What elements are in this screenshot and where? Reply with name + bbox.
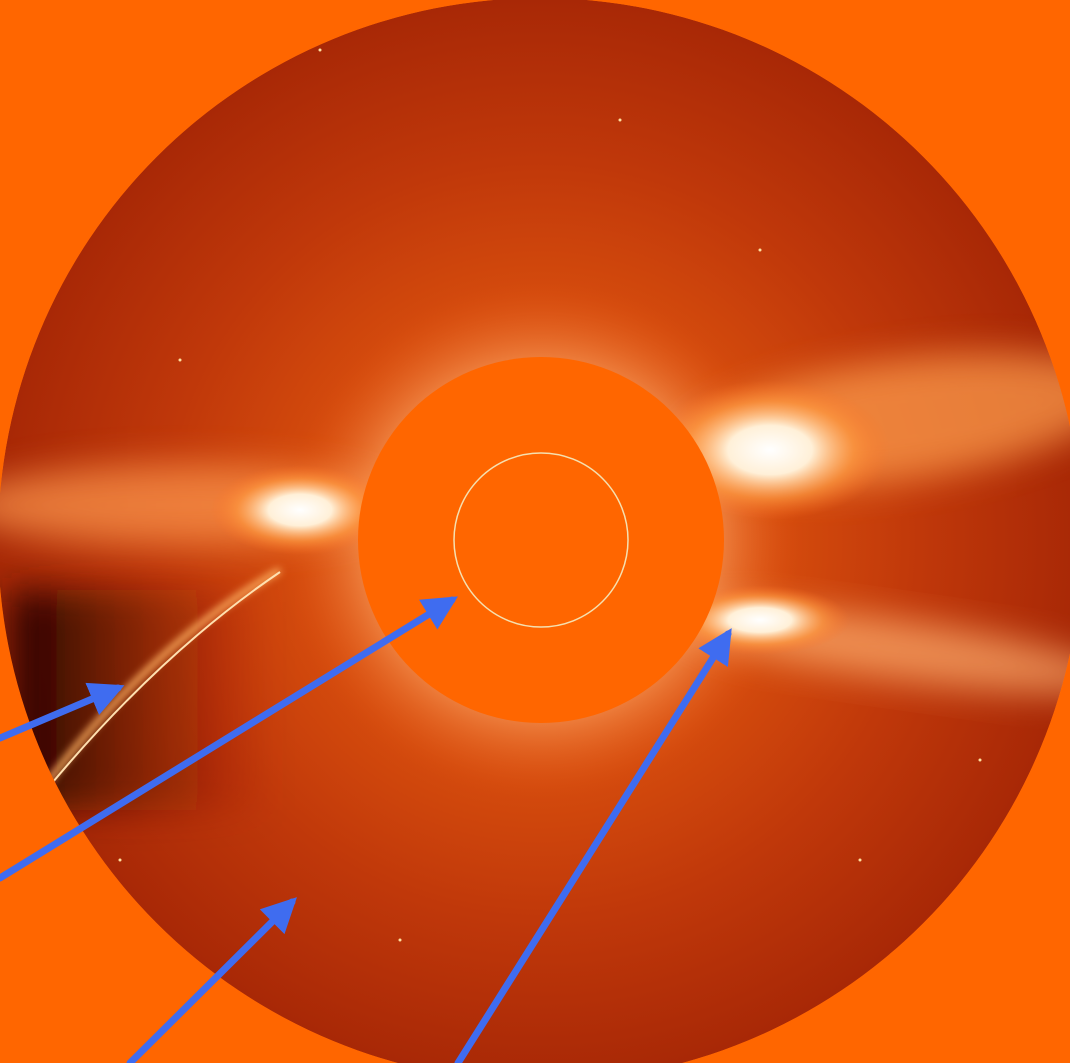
star bbox=[398, 938, 402, 942]
stars bbox=[118, 48, 982, 942]
arrow-streamer bbox=[454, 628, 732, 1063]
arrow-comet bbox=[0, 682, 125, 742]
star bbox=[978, 758, 982, 762]
occulter-disk bbox=[358, 357, 724, 723]
star bbox=[858, 858, 862, 862]
arrow-background bbox=[126, 897, 297, 1063]
star bbox=[118, 858, 122, 862]
star bbox=[178, 358, 182, 362]
comet-tail bbox=[17, 567, 282, 822]
comet-core bbox=[29, 571, 281, 811]
arrow-sun bbox=[0, 596, 458, 882]
left-glow bbox=[210, 465, 390, 555]
solar-limb bbox=[453, 452, 629, 628]
arrows bbox=[0, 596, 732, 1063]
star bbox=[618, 118, 622, 122]
star bbox=[758, 248, 762, 252]
star bbox=[318, 48, 322, 52]
